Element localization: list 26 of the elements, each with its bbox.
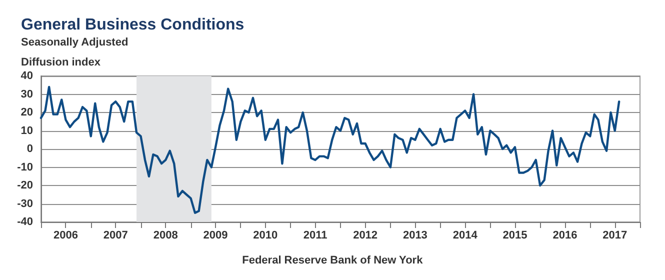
- x-tick-label: 2016: [552, 230, 578, 242]
- y-tick-label: -30: [17, 198, 33, 210]
- x-tick-label: 2012: [353, 230, 378, 242]
- x-tick-label: 2008: [153, 230, 178, 242]
- y-tick-label: 0: [26, 143, 33, 155]
- y-tick-label: 10: [20, 124, 33, 137]
- x-tick-label: 2014: [452, 230, 478, 242]
- x-tick-label: 2007: [103, 230, 128, 242]
- chart-subtitle: Seasonally Adjusted: [21, 36, 128, 48]
- line-series: [40, 86, 620, 214]
- x-tick-label: 2013: [402, 230, 428, 242]
- y-tick-label: 20: [20, 106, 33, 118]
- y-tick-label: -40: [17, 216, 33, 228]
- chart-title: General Business Conditions: [21, 16, 244, 34]
- x-tick-label: 2009: [203, 230, 228, 242]
- y-tick-label: 40: [20, 70, 33, 82]
- y-tick-label: -10: [17, 161, 33, 174]
- y-tick-label: 30: [20, 88, 33, 100]
- x-tick-label: 2010: [253, 230, 278, 242]
- x-tick-label: 2017: [602, 230, 628, 242]
- text: Federal Reserve Bank of New York: [242, 254, 424, 266]
- x-tick-label: 2015: [502, 230, 528, 242]
- y-tick-label: -20: [17, 180, 33, 192]
- x-tick-label: 2006: [53, 230, 78, 242]
- x-tick-label: 2011: [303, 230, 328, 242]
- y-axis-title: Diffusion index: [21, 56, 102, 68]
